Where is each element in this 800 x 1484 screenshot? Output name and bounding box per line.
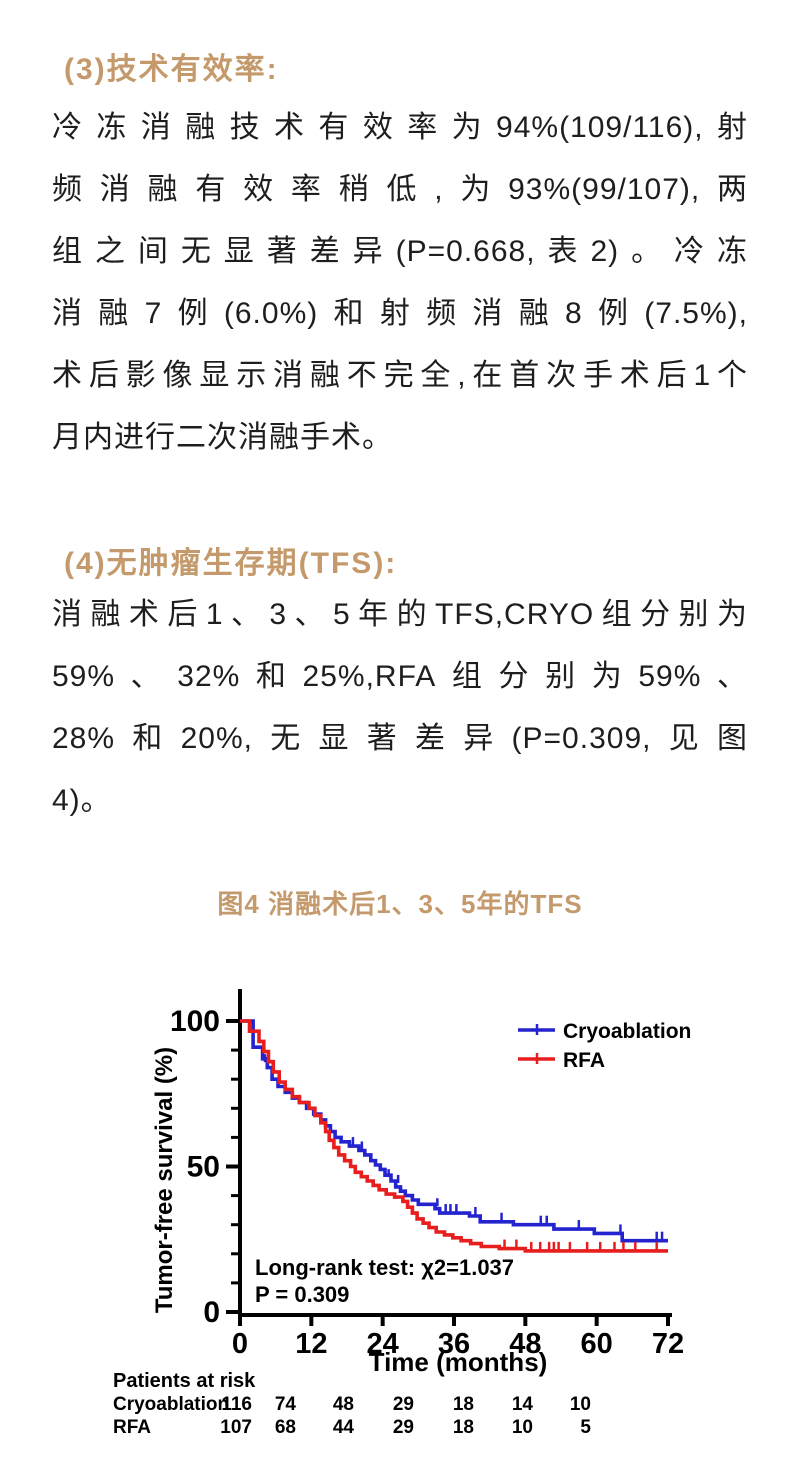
- at-risk-value: 48: [333, 1394, 354, 1415]
- at-risk-row-label: Cryoablation: [113, 1394, 229, 1415]
- paragraph-1: 冷冻消融技术有效率为94%(109/116),射 频消融有效率稍低,为93%(9…: [52, 97, 748, 469]
- at-risk-value: 18: [453, 1417, 474, 1438]
- y-tick-label: 0: [203, 1296, 220, 1329]
- x-tick-label: 36: [438, 1328, 470, 1360]
- at-risk-value: 5: [580, 1417, 591, 1438]
- at-risk-value: 18: [453, 1394, 474, 1415]
- at-risk-value: 74: [275, 1394, 297, 1415]
- at-risk-value: 14: [512, 1394, 534, 1415]
- paragraph-line: 术后影像显示消融不完全,在首次手术后1个: [52, 359, 748, 392]
- x-axis-title: Time (months): [369, 1347, 548, 1377]
- paragraph-line: 59%、32%和25%,RFA组分别为59%、: [52, 660, 748, 693]
- paragraph-line: 消融7例(6.0%)和射频消融8例(7.5%),: [52, 297, 748, 330]
- x-tick-label: 48: [509, 1328, 541, 1360]
- legend-label: RFA: [563, 1049, 605, 1072]
- survival-curve-cryoablation: [240, 1019, 668, 1243]
- at-risk-value: 116: [221, 1394, 252, 1415]
- y-tick-label: 100: [170, 1005, 220, 1038]
- x-tick-label: 60: [581, 1328, 613, 1360]
- y-tick-label: 50: [187, 1151, 220, 1184]
- stat-annotation-pvalue: P = 0.309: [255, 1282, 349, 1307]
- at-risk-value: 10: [570, 1394, 591, 1415]
- paragraph-2: 消融术后1、3、5年的TFS,CRYO组分别为 59%、32%和25%,RFA组…: [52, 584, 748, 832]
- section-heading-4: (4)无肿瘤生存期(TFS):: [64, 547, 398, 580]
- survival-curve-rfa: [240, 1019, 668, 1253]
- paragraph-line: 4)。: [52, 784, 112, 817]
- paragraph-line: 28%和20%,无显著差异(P=0.309,见图: [52, 722, 748, 755]
- km-survival-chart: 0 50 100 0 12 24 36 48 60 72 Tumor-free survival (…: [100, 975, 790, 1480]
- at-risk-value: 107: [220, 1417, 252, 1438]
- x-tick-label: 72: [652, 1328, 684, 1360]
- at-risk-header: Patients at risk: [113, 1370, 256, 1392]
- legend-label: Cryoablation: [563, 1020, 691, 1043]
- paragraph-line: 月内进行二次消融手术。: [52, 421, 393, 454]
- stat-annotation-chi2: Long-rank test: χ2=1.037: [255, 1255, 514, 1280]
- at-risk-row-label: RFA: [113, 1417, 151, 1438]
- paragraph-line: 冷冻消融技术有效率为94%(109/116),射: [52, 111, 748, 144]
- paragraph-line: 组之间无显著差异(P=0.668,表2)。冷冻: [52, 235, 748, 268]
- x-tick-label: 24: [367, 1328, 399, 1360]
- at-risk-value: 29: [393, 1394, 414, 1415]
- x-tick-label: 0: [232, 1328, 248, 1360]
- km-chart-svg: 0 50 100 0 12 24 36 48 60 72 Tumor-free survival (…: [113, 989, 691, 1438]
- paragraph-line: 频消融有效率稍低,为93%(99/107),两: [52, 173, 748, 206]
- y-axis-title: Tumor-free survival (%): [151, 1047, 178, 1313]
- at-risk-value: 44: [333, 1417, 355, 1438]
- section-heading-3: (3)技术有效率:: [64, 53, 279, 86]
- paragraph-line: 消融术后1、3、5年的TFS,CRYO组分别为: [52, 598, 748, 631]
- x-tick-label: 12: [295, 1328, 327, 1360]
- at-risk-value: 29: [393, 1417, 414, 1438]
- figure-caption: 图4 消融术后1、3、5年的TFS: [217, 889, 583, 919]
- at-risk-value: 68: [275, 1417, 296, 1438]
- at-risk-value: 10: [512, 1417, 533, 1438]
